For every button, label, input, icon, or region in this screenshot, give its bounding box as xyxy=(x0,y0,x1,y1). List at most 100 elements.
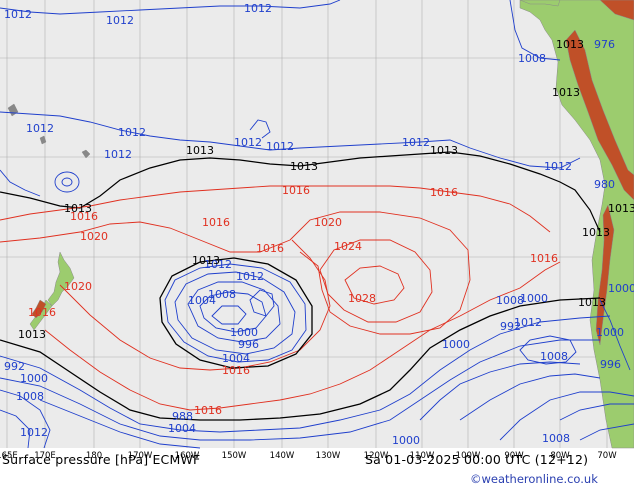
longitude-ticks: 165E 170E 180 170W 160W 150W 140W 130W 120W 110W 1… xyxy=(0,451,617,461)
isobar-label-blue: 1012 xyxy=(266,140,294,153)
new-zealand-north-island xyxy=(47,251,75,307)
isobar-label-blue: 1008 xyxy=(542,432,570,445)
isobar-line xyxy=(0,389,51,449)
central-america-land xyxy=(519,0,561,7)
isobar-label-red: 1028 xyxy=(348,292,376,305)
isobar-line xyxy=(249,119,271,139)
isobar-line xyxy=(499,391,634,441)
isobar-label-black: 1013 xyxy=(578,296,606,309)
longitude-tick-label: 170E xyxy=(34,451,56,461)
longitude-tick-label: 150W xyxy=(222,451,247,461)
isobar-line xyxy=(0,185,551,233)
isobar-label-blue: 992 xyxy=(500,320,521,333)
isobar-label-red: 1016 xyxy=(430,186,458,199)
ocean-rect xyxy=(0,0,634,448)
longitude-tick-label: 140W xyxy=(270,451,295,461)
isobar-line xyxy=(61,177,73,187)
isobar-label-black: 1013 xyxy=(556,38,584,51)
isobar-label-red: 1016 xyxy=(202,216,230,229)
isobar-line xyxy=(519,335,577,365)
isobar-label-blue: 1012 xyxy=(514,316,542,329)
isobar-label-blue: 1000 xyxy=(520,292,548,305)
isobar-line xyxy=(39,399,201,449)
isobar-label-blue: 1008 xyxy=(496,294,524,307)
longitude-tick-label: 90W xyxy=(504,451,524,461)
ocean-background xyxy=(0,0,634,448)
land-masses xyxy=(7,0,634,449)
isobar-label-red: 1016 xyxy=(256,242,284,255)
isobar-label-blue: 1000 xyxy=(20,372,48,385)
isobar-line xyxy=(289,211,471,335)
isobar-label-blue: 1004 xyxy=(188,294,216,307)
isobar-label-blue: 1008 xyxy=(208,288,236,301)
south-america-land xyxy=(519,0,634,449)
valid-time: Sa 01-03-2025 00:00 UTC (12+12) xyxy=(365,452,589,467)
isobar-label-red: 1016 xyxy=(70,210,98,223)
longitude-tick-label: 170W xyxy=(128,451,153,461)
isobar-label-blue: 1012 xyxy=(234,136,262,149)
longitude-tick-label: 160W xyxy=(175,451,200,461)
isobar-label-blue: 1012 xyxy=(104,148,132,161)
isobar-label-red: 1016 xyxy=(282,184,310,197)
isobar-label-blue: 980 xyxy=(594,178,615,191)
isobar-label-blue: 992 xyxy=(4,360,25,373)
isobar-line xyxy=(59,239,331,371)
isobar-label-black: 1013 xyxy=(186,144,214,157)
isobar-label-red: 1016 xyxy=(194,404,222,417)
southern-alps-highland xyxy=(31,299,47,319)
isobar-label-black: 1013 xyxy=(18,328,46,341)
isobar-line xyxy=(249,289,275,317)
isobar-label-blue: 1008 xyxy=(540,350,568,363)
longitude-tick-label: 180 xyxy=(86,451,102,461)
isobar-label-blue: 1012 xyxy=(26,122,54,135)
isobar-label-red: 1024 xyxy=(334,240,362,253)
isobar-label-black: 1013 xyxy=(552,86,580,99)
isobar-line xyxy=(187,281,281,343)
andes-north-highland xyxy=(599,0,634,21)
isobar-label-black: 1013 xyxy=(64,202,92,215)
longitude-tick-label: 110W xyxy=(410,451,435,461)
isobar-label-blue: 1012 xyxy=(402,136,430,149)
isobar-label-blue: 1008 xyxy=(518,52,546,65)
isobar-line xyxy=(0,409,31,449)
isobar-label-blue: 1000 xyxy=(392,434,420,447)
isobar-label-blue: 1000 xyxy=(608,282,634,295)
isobar-label-blue: 988 xyxy=(172,410,193,423)
isobar-label-blue: 1008 xyxy=(16,390,44,403)
longitude-tick-label: 100W xyxy=(456,451,481,461)
longitude-tick-label: 70W xyxy=(597,451,617,461)
isobar-label-blue: 976 xyxy=(594,38,615,51)
isobar-line xyxy=(0,151,601,233)
isobar-label-red: 1016 xyxy=(530,252,558,265)
isobar-label-blue: 1000 xyxy=(230,326,258,339)
isobar-label-blue: 1012 xyxy=(204,258,232,271)
isobar-label-black: 1013 xyxy=(430,144,458,157)
isobar-line xyxy=(0,0,341,15)
southern-andes-highland xyxy=(595,204,615,346)
longitude-tick-label: 80W xyxy=(550,451,570,461)
longitude-tick-label: 120W xyxy=(364,451,389,461)
isobar-line xyxy=(459,373,601,421)
isobar-label-blue: 996 xyxy=(238,338,259,351)
isobar-label-blue: 1012 xyxy=(106,14,134,27)
isobar-label-blue: 1004 xyxy=(222,352,250,365)
isobar-label-blue: 996 xyxy=(600,358,621,371)
isobar-label-blue: 1012 xyxy=(20,426,48,439)
isobar-line xyxy=(0,297,601,421)
grid-lines xyxy=(0,0,634,448)
andes-highland xyxy=(565,29,634,201)
isobar-line xyxy=(0,339,600,441)
isobar-line xyxy=(509,0,561,61)
isobar-line xyxy=(174,271,296,355)
isobar-label-blue: 1000 xyxy=(596,326,624,339)
copyright-link[interactable]: ©weatheronline.co.uk xyxy=(470,472,598,486)
isobar-line xyxy=(0,315,611,433)
isobar-line xyxy=(344,265,405,305)
isobar-line xyxy=(419,361,581,421)
pacific-island xyxy=(81,149,91,159)
isobar-line xyxy=(0,111,581,169)
pacific-island xyxy=(39,135,47,145)
isobar-line xyxy=(159,257,313,369)
map-title: Surface pressure [hPa] ECMWF xyxy=(2,452,201,467)
